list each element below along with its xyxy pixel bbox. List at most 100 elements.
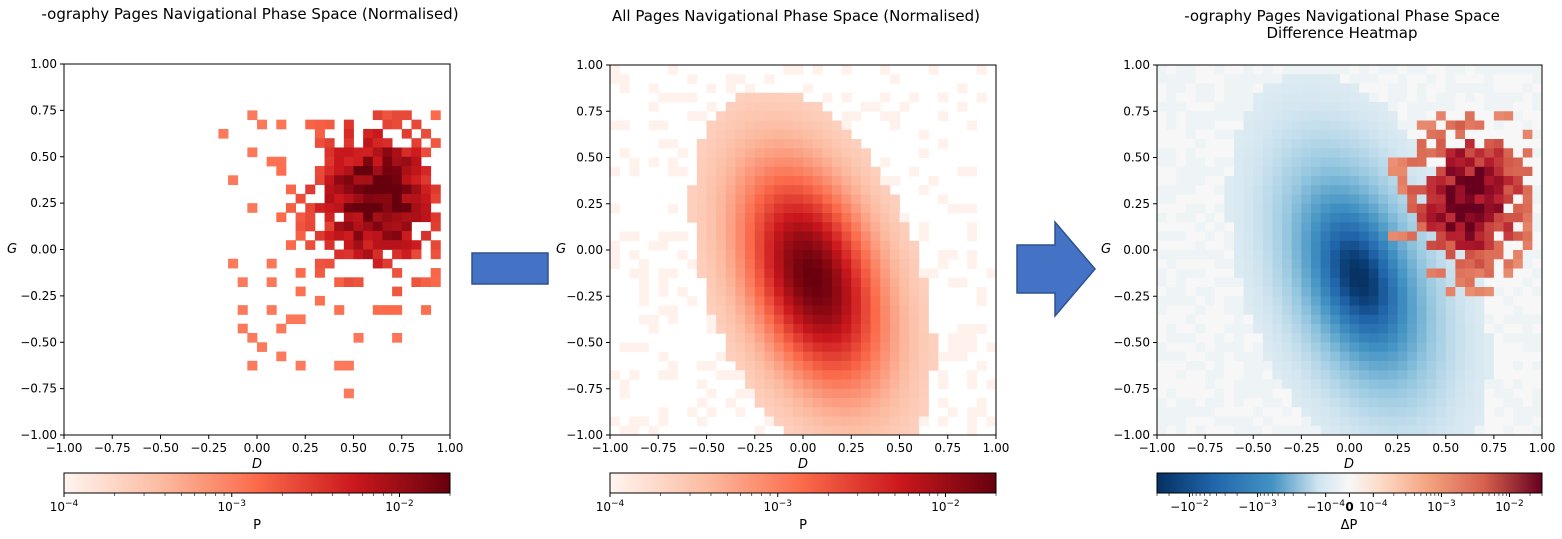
x-tick-label: −0.50: [1235, 441, 1272, 455]
heatmap-cell: [430, 193, 441, 204]
heatmap-cell: [745, 305, 756, 316]
heatmap-cell: [1522, 259, 1533, 269]
heatmap-cell: [1291, 268, 1302, 279]
heatmap-cell: [860, 407, 871, 417]
heatmap-cell: [1185, 268, 1196, 279]
heatmap-cell: [687, 203, 698, 214]
heatmap-cell: [1301, 305, 1312, 316]
heatmap-cell: [1157, 102, 1168, 112]
heatmap-cell: [1166, 166, 1177, 177]
heatmap-cell: [1436, 379, 1447, 390]
heatmap-cell: [1359, 305, 1370, 316]
heatmap-cell: [1262, 305, 1273, 316]
heatmap-cell: [822, 416, 833, 427]
heatmap-cell: [1214, 388, 1225, 399]
heatmap-cell: [1291, 213, 1302, 223]
heatmap-cell: [1493, 398, 1504, 408]
heatmap-cell: [382, 212, 393, 223]
heatmap-cell: [1474, 157, 1485, 168]
heatmap-cell: [1368, 314, 1379, 325]
heatmap-cell: [986, 416, 997, 427]
heatmap-cell: [1214, 250, 1225, 260]
heatmap-cell: [1465, 203, 1476, 214]
heatmap-cell: [334, 277, 345, 288]
heatmap-cell: [1532, 102, 1543, 112]
heatmap-cell: [1176, 425, 1187, 436]
heatmap-cell: [677, 148, 688, 158]
heatmap-cell: [735, 305, 746, 316]
heatmap-cell: [1349, 74, 1360, 84]
heatmap-cell: [812, 65, 823, 75]
heatmap-cell: [870, 305, 881, 316]
heatmap-cell: [1205, 250, 1216, 260]
heatmap-cell: [860, 185, 871, 195]
heatmap-cells: [610, 65, 997, 436]
heatmap-cell: [822, 268, 833, 279]
heatmap-cell: [1157, 139, 1168, 149]
heatmap-cell: [735, 333, 746, 343]
heatmap-cell: [774, 240, 785, 251]
heatmap-cell: [1359, 222, 1370, 232]
heatmap-cell: [392, 119, 403, 130]
heatmap-cell: [430, 212, 441, 223]
heatmap-cell: [1388, 416, 1399, 427]
heatmap-cell: [1339, 185, 1350, 195]
heatmap-cell: [1407, 388, 1418, 399]
heatmap-cell: [841, 65, 852, 75]
heatmap-cell: [1474, 388, 1485, 399]
heatmap-cell: [1513, 139, 1524, 149]
heatmap-cell: [918, 342, 929, 353]
heatmap-cell: [343, 360, 354, 371]
heatmap-cell: [1416, 324, 1427, 334]
heatmap-cell: [1214, 111, 1225, 121]
heatmap-cell: [1532, 92, 1543, 103]
heatmap-cell: [1378, 324, 1389, 334]
heatmap-cell: [610, 240, 621, 251]
heatmap-cell: [1301, 231, 1312, 242]
heatmap-cell: [1195, 240, 1206, 251]
heatmap-cell: [648, 102, 659, 112]
heatmap-cell: [870, 277, 881, 288]
heatmap-cell: [1195, 379, 1206, 390]
x-tick-label: −0.75: [94, 441, 131, 455]
heatmap-cell: [648, 324, 659, 334]
heatmap-cell: [1234, 120, 1245, 131]
heatmap-cell: [1359, 342, 1370, 353]
heatmap-cell: [1513, 361, 1524, 371]
heatmap-cell: [1359, 129, 1370, 140]
heatmap-cell: [1291, 333, 1302, 343]
heatmap-cell: [1368, 92, 1379, 103]
heatmap-cell: [363, 166, 374, 176]
heatmap-cell: [783, 129, 794, 140]
heatmap-cell: [967, 379, 978, 390]
heatmap-cell: [831, 120, 842, 131]
heatmap-cell: [1243, 194, 1254, 205]
heatmap-cell: [1532, 166, 1543, 177]
heatmap-cell: [880, 407, 891, 417]
heatmap-cell: [324, 240, 335, 250]
heatmap-cell: [1426, 388, 1437, 399]
heatmap-cell: [1474, 305, 1485, 316]
heatmap-cell: [706, 185, 717, 195]
heatmap-cell: [1301, 324, 1312, 334]
heatmap-cell: [1407, 111, 1418, 121]
heatmap-cell: [967, 370, 978, 380]
heatmap-cell: [1388, 333, 1399, 343]
heatmap-cell: [1243, 407, 1254, 417]
heatmap-cell: [1301, 351, 1312, 362]
heatmap-cell: [1243, 351, 1254, 362]
heatmap-cell: [899, 231, 910, 242]
heatmap-cell: [1455, 250, 1466, 260]
heatmap-cell: [1185, 240, 1196, 251]
heatmap-cell: [764, 102, 775, 112]
heatmap-cell: [1378, 194, 1389, 205]
heatmap-cell: [667, 268, 678, 279]
heatmap-cell: [1205, 203, 1216, 214]
heatmap-cell: [1493, 361, 1504, 371]
heatmap-cell: [1349, 129, 1360, 140]
heatmap-cell: [880, 157, 891, 168]
heatmap-cell: [1330, 305, 1341, 316]
heatmap-cell: [735, 277, 746, 288]
heatmap-cell: [1455, 314, 1466, 325]
heatmap-cell: [735, 111, 746, 121]
